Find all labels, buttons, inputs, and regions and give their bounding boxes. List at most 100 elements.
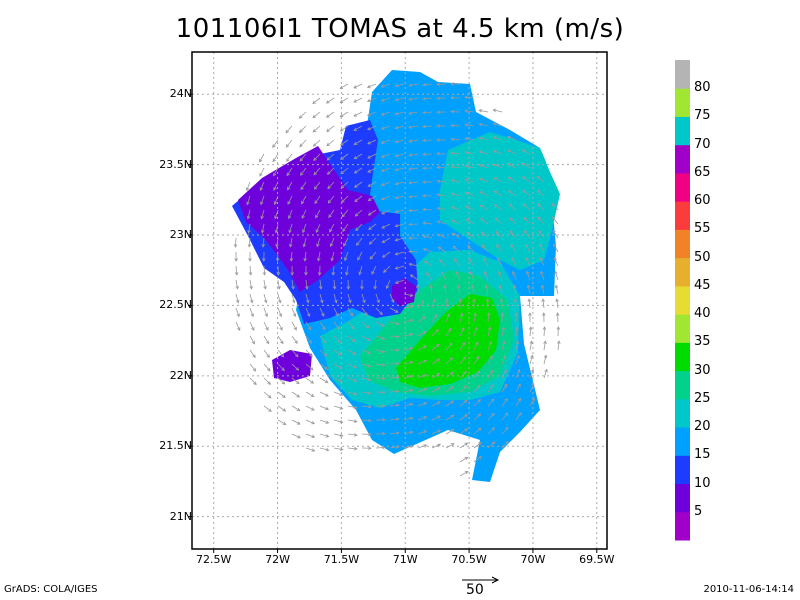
- wind-vector-head: [394, 139, 399, 144]
- wind-vector-head: [317, 272, 322, 276]
- wind-vector-head: [291, 285, 295, 290]
- wind-vector: [431, 401, 441, 407]
- wind-vector: [375, 349, 385, 353]
- wind-vector-head: [265, 327, 269, 331]
- wind-vector-head: [487, 326, 492, 331]
- wind-vector-head: [252, 367, 257, 372]
- wind-vector-head: [479, 191, 483, 195]
- wind-vector-head: [462, 356, 467, 361]
- wind-vector: [286, 153, 293, 162]
- wind-vector: [259, 153, 265, 162]
- wind-vector: [305, 321, 312, 330]
- wind-vector-head: [394, 209, 399, 214]
- wind-vector-head: [367, 127, 371, 131]
- wind-vector: [466, 218, 475, 225]
- wind-vector: [312, 125, 321, 133]
- wind-vector: [340, 139, 349, 146]
- wind-vector: [455, 271, 461, 281]
- wind-vector-head: [331, 272, 336, 276]
- wind-vector-head: [395, 417, 400, 421]
- wind-vector-head: [273, 201, 278, 206]
- wind-vector-head: [521, 176, 526, 180]
- wind-vector: [315, 209, 321, 219]
- wind-vector: [409, 97, 419, 100]
- wind-vector-head: [464, 137, 469, 141]
- wind-vector-head: [306, 313, 311, 318]
- wind-vector: [487, 384, 494, 393]
- wind-vector: [410, 274, 419, 281]
- wind-vector: [368, 209, 377, 216]
- wind-vector-head: [492, 122, 497, 126]
- wind-vector-head: [296, 394, 301, 398]
- wind-vector: [353, 125, 363, 131]
- wind-vector-head: [513, 298, 518, 302]
- wind-vector: [512, 271, 517, 281]
- wind-vector-head: [315, 229, 319, 233]
- wind-vector-head: [539, 243, 543, 248]
- wind-vector: [487, 341, 492, 351]
- wind-vector-head: [518, 411, 522, 416]
- wind-vector: [272, 153, 279, 162]
- wind-vector-head: [409, 305, 414, 309]
- colorbar-label: 15: [694, 447, 711, 463]
- wind-vector-head: [394, 111, 399, 116]
- wind-vector: [465, 110, 475, 113]
- wind-vector: [465, 137, 475, 141]
- wind-vector-head: [555, 312, 560, 316]
- wind-vector: [473, 413, 481, 421]
- wind-vector-head: [465, 205, 469, 209]
- wind-vector-head: [383, 269, 387, 273]
- wind-vector: [542, 299, 545, 309]
- wind-vector: [487, 370, 494, 379]
- wind-vector: [273, 181, 279, 191]
- wind-vector: [287, 181, 293, 190]
- wind-vector-head: [436, 372, 441, 377]
- wind-vector-head: [526, 284, 531, 289]
- wind-vector: [423, 222, 433, 225]
- wind-vector: [301, 195, 307, 205]
- wind-vector: [347, 377, 357, 382]
- wind-vector-head: [280, 340, 284, 345]
- wind-vector-head: [275, 243, 279, 248]
- wind-vector: [527, 285, 531, 295]
- wind-vector-head: [517, 397, 522, 402]
- wind-vector: [347, 433, 357, 436]
- wind-vector: [312, 97, 321, 104]
- wind-vector-head: [475, 341, 479, 345]
- wind-vector-head: [309, 366, 314, 371]
- wind-vector-head: [408, 153, 413, 157]
- wind-vector: [276, 237, 279, 247]
- wind-vector-head: [381, 336, 386, 340]
- wind-vector: [248, 223, 251, 233]
- wind-vector-head: [332, 286, 337, 290]
- wind-vector-head: [555, 298, 559, 303]
- colorbar-label: 60: [694, 193, 711, 209]
- wind-vector: [327, 167, 335, 175]
- wind-vector-head: [365, 324, 370, 329]
- footer-credit: GrADS: COLA/IGES: [4, 584, 98, 595]
- wind-vector: [509, 217, 517, 225]
- wind-vector: [494, 217, 503, 225]
- wind-vector-head: [488, 340, 493, 345]
- wind-vector: [333, 349, 342, 356]
- wind-vector-head: [409, 402, 414, 407]
- wind-vector-head: [408, 83, 413, 87]
- wind-vector: [375, 335, 385, 340]
- reference-vector-label: 50: [466, 582, 484, 598]
- wind-vector: [305, 377, 314, 384]
- wind-vector-head: [483, 270, 488, 275]
- wind-vector: [521, 149, 531, 155]
- wind-vector-head: [464, 471, 469, 475]
- wind-vector-head: [325, 100, 330, 104]
- wind-vector-head: [537, 216, 542, 221]
- wind-vector: [522, 162, 531, 169]
- wind-vector-head: [495, 230, 499, 235]
- wind-vector: [313, 153, 321, 161]
- wind-vector-head: [394, 238, 399, 242]
- colorbar-label: 75: [694, 108, 711, 124]
- wind-vector: [431, 358, 440, 365]
- wind-vector-head: [538, 229, 542, 234]
- colorbar-swatch: [675, 398, 690, 428]
- wind-vector-head: [542, 326, 547, 330]
- wind-vector-head: [408, 262, 413, 267]
